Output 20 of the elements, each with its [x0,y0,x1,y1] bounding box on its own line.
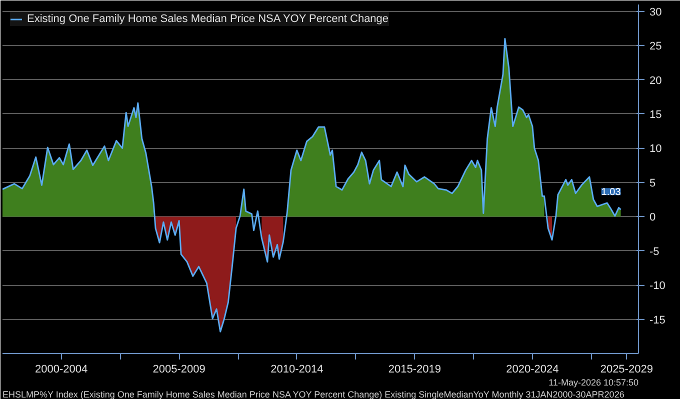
y-tick-label: 25 [650,40,662,53]
text: EHSLMP%Y Index (Existing One Family Home Sales Median Price NSA YOY Percent Change) Existing SingleMedianYoY Monthly 31JAN2000-30APR2026 [2,390,624,399]
x-tick-label: 2005-2009 [152,364,206,376]
x-tick-label: 2025-2029 [600,364,653,376]
y-tick-label: -10 [650,280,666,292]
legend-label: Existing One Family Home Sales Median Price NSA YOY Percent Change [27,12,389,26]
x-tick-label: 2020-2024 [506,364,559,376]
x-tick-label: 2010-2014 [270,364,324,376]
line-series [2,38,622,332]
text: 11-May-2026 10:57:50 [548,378,639,388]
y-tick-label: 10 [650,143,662,156]
x-tick-label: 2000-2004 [35,364,88,376]
y-tick-label: 20 [650,74,662,87]
x-tick-label: 2015-2019 [388,364,441,376]
y-tick-label: 15 [650,108,662,121]
y-tick-label: -15 [650,314,666,326]
y-tick-label: 0 [650,212,656,224]
y-tick-label: 30 [650,6,662,18]
y-tick-label: -5 [650,246,660,258]
y-tick-label: 5 [650,177,656,190]
